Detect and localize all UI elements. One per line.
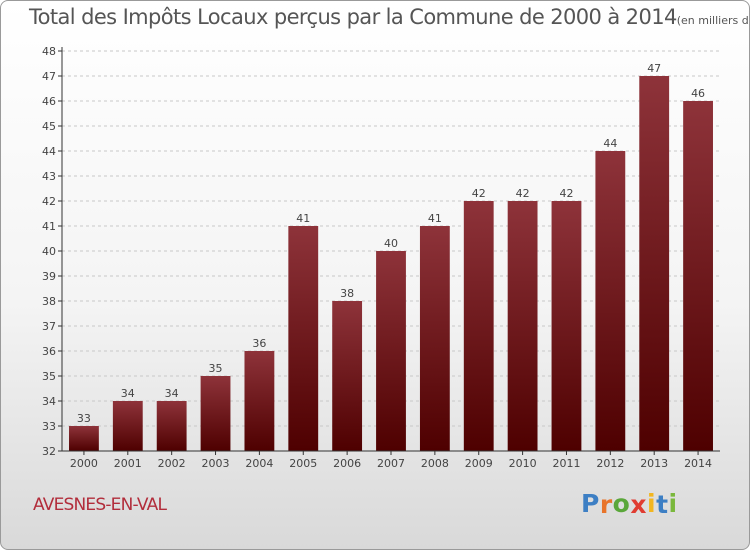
value-label-2011: 42 (559, 187, 573, 200)
x-tick-label-2002: 2002 (158, 457, 186, 470)
bar-2005[interactable] (288, 226, 319, 451)
x-tick-label-2006: 2006 (333, 457, 361, 470)
y-tick-label: 42 (42, 195, 56, 208)
x-tick-label-2004: 2004 (245, 457, 273, 470)
x-tick-label-2012: 2012 (596, 457, 624, 470)
logo-letter: P (581, 489, 600, 518)
chart-title: Total des Impôts Locaux perçus par la Co… (29, 5, 749, 29)
bar-2014[interactable] (683, 101, 713, 451)
axes: 32 33 34 35 36 37 38 39 40 41 42 43 44 45 46 47 48 2000 20… (42, 45, 720, 470)
x-tick-label-2013: 2013 (640, 457, 668, 470)
y-tick-label: 45 (42, 120, 56, 133)
x-tick-label-2000: 2000 (70, 457, 98, 470)
y-tick-label: 48 (42, 45, 56, 58)
logo-letter: o (612, 489, 631, 518)
logo-letter: i (647, 489, 657, 518)
bar-2011[interactable] (551, 201, 582, 451)
bar-2007[interactable] (376, 251, 406, 451)
value-label-2007: 40 (384, 237, 398, 250)
y-tick-label: 46 (42, 95, 56, 108)
y-tick-label: 39 (42, 270, 56, 283)
value-label-2006: 38 (340, 287, 354, 300)
value-label-2009: 42 (472, 187, 486, 200)
x-tick-label-2009: 2009 (465, 457, 493, 470)
value-label-2004: 36 (252, 337, 266, 350)
y-tick-label: 37 (42, 320, 56, 333)
logo-letter: r (599, 490, 613, 519)
y-tick-label: 44 (42, 145, 56, 158)
x-tick-label-2010: 2010 (509, 457, 537, 470)
y-tick-label: 47 (42, 70, 56, 83)
bars: 33 34 34 35 36 41 38 40 41 42 42 42 44 47 46 (69, 62, 713, 451)
chart-title-unit: (en milliers d'€) (676, 14, 749, 27)
logo-letter: i (668, 489, 678, 518)
x-tick-label-2011: 2011 (552, 457, 580, 470)
value-label-2014: 46 (691, 87, 705, 100)
y-tick-label: 40 (42, 245, 56, 258)
value-label-2008: 41 (428, 212, 442, 225)
logo-letter: x (630, 490, 647, 519)
y-tick-label: 36 (42, 345, 56, 358)
x-tick-label-2001: 2001 (114, 457, 142, 470)
x-tick-label-2005: 2005 (289, 457, 317, 470)
bar-2006[interactable] (332, 301, 363, 451)
y-tick-label: 38 (42, 295, 56, 308)
y-tick-label: 34 (42, 395, 56, 408)
x-tick-label-2007: 2007 (377, 457, 405, 470)
value-label-2000: 33 (77, 412, 91, 425)
y-tick-label: 43 (42, 170, 56, 183)
value-label-2010: 42 (516, 187, 530, 200)
chart-title-text: Total des Impôts Locaux perçus par la Co… (29, 5, 677, 29)
bar-2012[interactable] (595, 151, 626, 451)
commune-name: AVESNES-EN-VAL (33, 495, 167, 515)
x-tick-label-2003: 2003 (202, 457, 230, 470)
bar-2002[interactable] (156, 401, 187, 451)
x-tick-label-2008: 2008 (421, 457, 449, 470)
proxiti-logo[interactable]: Proxiti (581, 489, 678, 519)
bar-2004[interactable] (244, 351, 275, 451)
bar-2009[interactable] (463, 201, 494, 451)
bar-2010[interactable] (507, 201, 538, 451)
y-tick-label: 33 (42, 420, 56, 433)
y-tick-label: 32 (42, 445, 56, 458)
bar-2008[interactable] (419, 226, 450, 451)
bar-2001[interactable] (112, 401, 143, 451)
value-label-2003: 35 (209, 362, 223, 375)
x-tick-label-2014: 2014 (684, 457, 712, 470)
bar-2000[interactable] (69, 426, 99, 451)
y-tick-label: 41 (42, 220, 56, 233)
value-label-2013: 47 (647, 62, 661, 75)
value-label-2002: 34 (165, 387, 179, 400)
value-label-2001: 34 (121, 387, 135, 400)
value-label-2005: 41 (296, 212, 310, 225)
bar-2003[interactable] (200, 376, 231, 451)
bar-2013[interactable] (639, 76, 670, 451)
value-label-2012: 44 (603, 137, 617, 150)
y-tick-label: 35 (42, 370, 56, 383)
logo-letter: t (656, 490, 669, 519)
